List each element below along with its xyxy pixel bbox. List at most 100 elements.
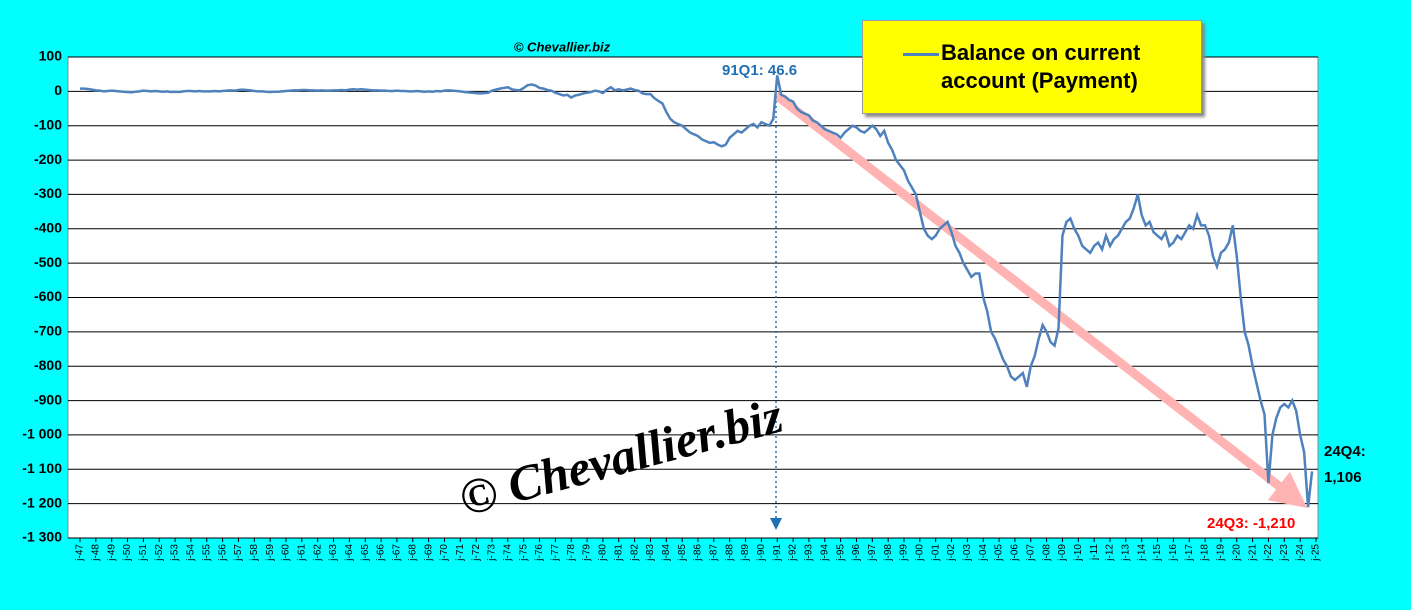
x-tick-label: j-60: [281, 544, 292, 562]
y-tick-label: -1 300: [22, 529, 62, 545]
x-tick-label: j-80: [598, 544, 609, 562]
x-tick-label: j-85: [677, 544, 688, 562]
x-tick-label: j-64: [344, 544, 355, 562]
x-tick-label: j-23: [1279, 544, 1290, 562]
y-tick-label: 0: [54, 82, 62, 98]
x-tick-label: j-93: [804, 544, 815, 562]
x-tick-label: j-07: [1025, 544, 1036, 562]
x-tick-label: j-90: [756, 544, 767, 562]
legend-label: Balance on current account (Payment): [941, 40, 1141, 93]
x-tick-label: j-66: [376, 544, 387, 562]
x-tick-label: j-16: [1168, 544, 1179, 562]
x-tick-label: j-67: [392, 544, 403, 562]
x-tick-label: j-54: [186, 544, 197, 562]
x-tick-label: j-17: [1184, 544, 1195, 562]
x-tick-label: j-02: [946, 544, 957, 562]
x-tick-label: j-72: [471, 544, 482, 562]
x-tick-label: j-06: [1010, 544, 1021, 562]
x-tick-label: j-96: [851, 544, 862, 562]
x-tick-label: j-91: [772, 544, 783, 562]
y-tick-label: -1 000: [22, 426, 62, 442]
x-tick-label: j-09: [1057, 544, 1068, 562]
x-tick-label: j-57: [233, 544, 244, 562]
y-tick-label: -500: [34, 254, 62, 270]
y-tick-label: -400: [34, 219, 62, 235]
x-tick-label: j-55: [201, 544, 212, 562]
x-tick-label: j-25: [1311, 544, 1322, 562]
legend-swatch: [903, 53, 939, 56]
x-tick-label: j-61: [296, 544, 307, 562]
x-tick-label: j-73: [487, 544, 498, 562]
x-tick-label: j-65: [360, 544, 371, 562]
x-tick-label: j-00: [914, 544, 925, 562]
x-tick-label: j-22: [1263, 544, 1274, 562]
x-tick-label: j-20: [1231, 544, 1242, 562]
x-tick-label: j-62: [312, 544, 323, 562]
x-tick-label: j-50: [122, 544, 133, 562]
x-tick-label: j-82: [629, 544, 640, 562]
x-tick-label: j-56: [217, 544, 228, 562]
trend-arrow: [773, 91, 1308, 509]
y-tick-label: -300: [34, 185, 62, 201]
x-tick-label: j-47: [75, 544, 86, 562]
x-tick-label: j-53: [170, 544, 181, 562]
y-tick-label: -900: [34, 391, 62, 407]
x-tick-label: j-84: [661, 544, 672, 562]
annotation: 24Q3: -1,210: [1207, 515, 1296, 532]
x-tick-label: j-68: [407, 544, 418, 562]
x-tick-label: j-87: [708, 544, 719, 562]
x-tick-label: j-04: [978, 544, 989, 562]
y-tick-label: -700: [34, 323, 62, 339]
x-tick-label: j-01: [930, 544, 941, 562]
x-tick-label: j-63: [328, 544, 339, 562]
source: © Chevallier.biz: [514, 39, 611, 54]
x-tick-label: j-92: [788, 544, 799, 562]
x-tick-label: j-69: [423, 544, 434, 562]
annotation: 91Q1: 46.6: [722, 62, 798, 79]
x-tick-label: j-70: [439, 544, 450, 562]
y-tick-label: -1 100: [22, 460, 62, 476]
x-tick-label: j-13: [1120, 544, 1131, 562]
x-tick-label: j-52: [154, 544, 165, 562]
x-tick-label: j-74: [502, 544, 513, 562]
x-tick-label: j-94: [819, 544, 830, 562]
series-line: [80, 75, 1314, 508]
x-tick-label: j-71: [455, 544, 466, 562]
x-tick-label: j-05: [994, 544, 1005, 562]
y-tick-label: -1 200: [22, 494, 62, 510]
x-tick-label: j-24: [1295, 544, 1306, 562]
x-tick-label: j-15: [1152, 544, 1163, 562]
x-tick-label: j-11: [1089, 544, 1100, 561]
x-tick-label: j-95: [835, 544, 846, 562]
x-tick-label: j-51: [138, 544, 149, 562]
x-tick-label: j-78: [566, 544, 577, 562]
x-tick-label: j-59: [265, 544, 276, 562]
x-tick-label: j-81: [613, 544, 624, 562]
x-tick-label: j-14: [1136, 544, 1147, 562]
x-tick-label: j-75: [518, 544, 529, 562]
annotation: 24Q4: 1,106: [1324, 443, 1366, 486]
x-tick-label: j-89: [740, 544, 751, 562]
x-tick-label: j-99: [899, 544, 910, 562]
y-tick-label: 100: [39, 48, 63, 64]
x-tick-label: j-19: [1216, 544, 1227, 562]
x-tick-label: j-97: [867, 544, 878, 562]
x-tick-label: j-86: [693, 544, 704, 562]
x-tick-label: j-79: [582, 544, 593, 562]
legend: Balance on current account (Payment): [862, 20, 1202, 114]
x-tick-label: j-21: [1247, 544, 1258, 562]
x-tick-label: j-98: [883, 544, 894, 562]
x-tick-label: j-88: [724, 544, 735, 562]
y-tick-label: -800: [34, 357, 62, 373]
x-tick-label: j-12: [1105, 544, 1116, 562]
x-tick-label: j-03: [962, 544, 973, 562]
x-tick-label: j-58: [249, 544, 260, 562]
x-tick-label: j-10: [1073, 544, 1084, 562]
y-tick-label: -600: [34, 288, 62, 304]
x-tick-label: j-48: [90, 544, 101, 562]
y-tick-label: -100: [34, 116, 62, 132]
x-tick-label: j-08: [1041, 544, 1052, 562]
x-tick-label: j-76: [534, 544, 545, 562]
